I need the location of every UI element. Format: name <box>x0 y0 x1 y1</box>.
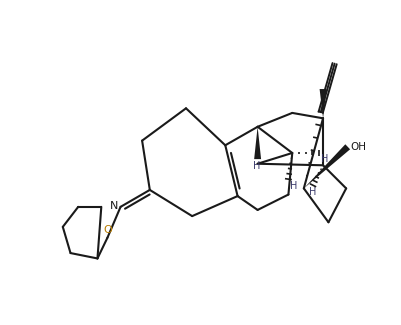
Text: N: N <box>109 201 118 211</box>
Text: O: O <box>103 225 112 235</box>
Polygon shape <box>319 89 326 118</box>
Polygon shape <box>253 127 260 159</box>
Text: H: H <box>253 161 260 171</box>
Text: H: H <box>289 181 297 191</box>
Text: H: H <box>308 187 315 197</box>
Text: H: H <box>320 154 327 164</box>
Polygon shape <box>303 144 349 188</box>
Text: OH: OH <box>349 142 365 152</box>
